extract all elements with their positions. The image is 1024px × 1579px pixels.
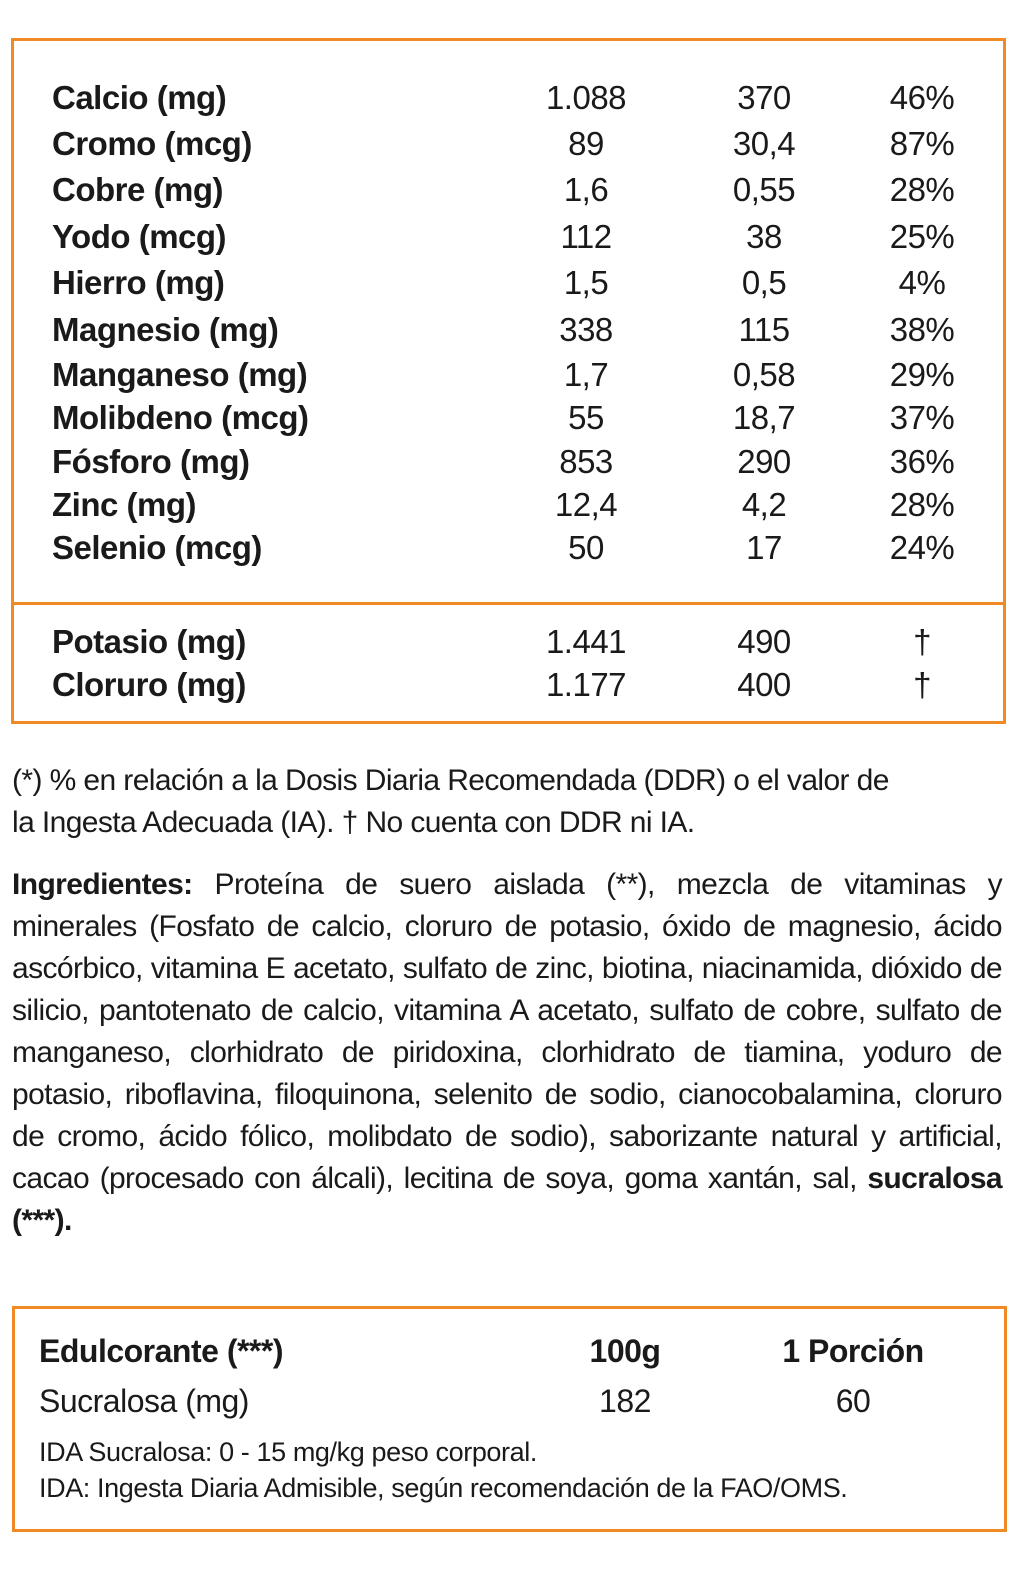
nutrient-name: Cloruro (mg) (52, 666, 246, 703)
value-pct: 46% (889, 79, 955, 116)
value-100g: 1,6 (563, 171, 609, 208)
value-100g: 112 (560, 218, 612, 255)
value-100g: 1,7 (563, 356, 609, 393)
value-portion: 370 (737, 79, 791, 116)
value-portion: 18,7 (732, 399, 796, 436)
value-pct: 24% (889, 529, 955, 566)
value-pct: 28% (889, 486, 955, 523)
value-portion: 38 (746, 218, 782, 255)
nutrient-name: Molibdeno (mcg) (52, 399, 309, 436)
table-row: Magnesio (mg) 338 115 38% (14, 311, 1003, 357)
value-pct: 25% (889, 218, 955, 255)
value-pct: † (913, 623, 931, 660)
table-row: Zinc (mg) 12,4 4,2 28% (14, 486, 1003, 532)
ida-note-1: IDA Sucralosa: 0 - 15 mg/kg peso corpora… (39, 1437, 537, 1467)
table-row: Yodo (mcg) 112 38 25% (14, 218, 1003, 264)
table-row: Selenio (mcg) 50 17 24% (14, 529, 1003, 575)
nutrient-name: Zinc (mg) (52, 486, 196, 523)
ida-note-2: IDA: Ingesta Diaria Admisible, según rec… (39, 1473, 848, 1503)
value-100g: 1.088 (545, 79, 627, 116)
value-portion: 0,58 (732, 356, 796, 393)
value-portion: 400 (737, 666, 791, 703)
value-100g: 1.441 (545, 623, 627, 660)
value-100g: 50 (568, 529, 604, 566)
value-portion: 0,55 (732, 171, 796, 208)
ingredients-sweetener: sucralosa (***). (12, 1162, 1003, 1237)
nutrient-name: Cromo (mcg) (52, 125, 252, 162)
nutrient-name: Potasio (mg) (52, 623, 246, 660)
value-pct: 87% (889, 125, 955, 162)
value-portion: 115 (738, 311, 790, 348)
value-portion: 4,2 (741, 486, 787, 523)
value-100g: 55 (568, 399, 604, 436)
table-row: Manganeso (mg) 1,7 0,58 29% (14, 356, 1003, 402)
header-portion: 1 Porción (782, 1333, 924, 1369)
nutrient-name: Calcio (mg) (52, 79, 227, 116)
value-100g: 89 (568, 125, 604, 162)
nutrient-name: Fósforo (mg) (52, 443, 250, 480)
value-portion: 490 (737, 623, 791, 660)
ingredients-paragraph: Ingredientes: Proteína de suero aislada … (12, 864, 1003, 1242)
ingredients-text: Proteína de suero aislada (**), mezcla d… (12, 868, 1003, 1195)
sweetener-header-label: Edulcorante (***) (39, 1333, 283, 1369)
value-portion: 0,5 (741, 264, 787, 301)
value-pct: 28% (889, 171, 955, 208)
nutrient-name: Magnesio (mg) (52, 311, 279, 348)
value-100g: 853 (559, 443, 613, 480)
value-100g: 12,4 (554, 486, 618, 523)
footnote-line-1: (*) % en relación a la Dosis Diaria Reco… (12, 764, 889, 797)
header-100g: 100g (589, 1333, 661, 1369)
value-100g: 338 (559, 311, 613, 348)
table-row: Molibdeno (mcg) 55 18,7 37% (14, 399, 1003, 445)
section-divider (14, 602, 1003, 605)
table-row: Potasio (mg) 1.441 490 † (14, 623, 1003, 669)
footnote: (*) % en relación a la Dosis Diaria Reco… (12, 760, 1007, 844)
nutrient-name: Yodo (mcg) (52, 218, 227, 255)
sweetener-label: Sucralosa (mg) (39, 1383, 249, 1419)
table-row: Fósforo (mg) 853 290 36% (14, 443, 1003, 489)
value-portion: 290 (737, 443, 791, 480)
ingredients-label: Ingredientes: (12, 868, 193, 901)
nutrient-name: Manganeso (mg) (52, 356, 308, 393)
value-100g: 1.177 (545, 666, 627, 703)
sweetener-100g: 182 (599, 1383, 651, 1419)
nutrient-name: Hierro (mg) (52, 264, 225, 301)
value-pct: 38% (889, 311, 955, 348)
minerals-table: Calcio (mg) 1.088 370 46% Cromo (mcg) 89… (11, 38, 1006, 724)
value-100g: 1,5 (563, 264, 609, 301)
footnote-line-2: la Ingesta Adecuada (IA). † No cuenta co… (12, 806, 695, 839)
value-portion: 30,4 (732, 125, 796, 162)
value-pct: 37% (889, 399, 955, 436)
value-pct: 29% (889, 356, 955, 393)
table-row: Cobre (mg) 1,6 0,55 28% (14, 171, 1003, 217)
value-portion: 17 (746, 529, 782, 566)
table-row: Cromo (mcg) 89 30,4 87% (14, 125, 1003, 171)
table-row: Cloruro (mg) 1.177 400 † (14, 666, 1003, 712)
nutrient-name: Cobre (mg) (52, 171, 224, 208)
sweetener-portion: 60 (835, 1383, 871, 1419)
nutrient-name: Selenio (mcg) (52, 529, 262, 566)
value-pct: 36% (889, 443, 955, 480)
table-row: Hierro (mg) 1,5 0,5 4% (14, 264, 1003, 310)
value-pct: 4% (898, 264, 946, 301)
value-pct: † (913, 666, 931, 703)
sweetener-table: Edulcorante (***) 100g 1 Porción Sucralo… (12, 1306, 1007, 1532)
table-row: Calcio (mg) 1.088 370 46% (14, 79, 1003, 125)
